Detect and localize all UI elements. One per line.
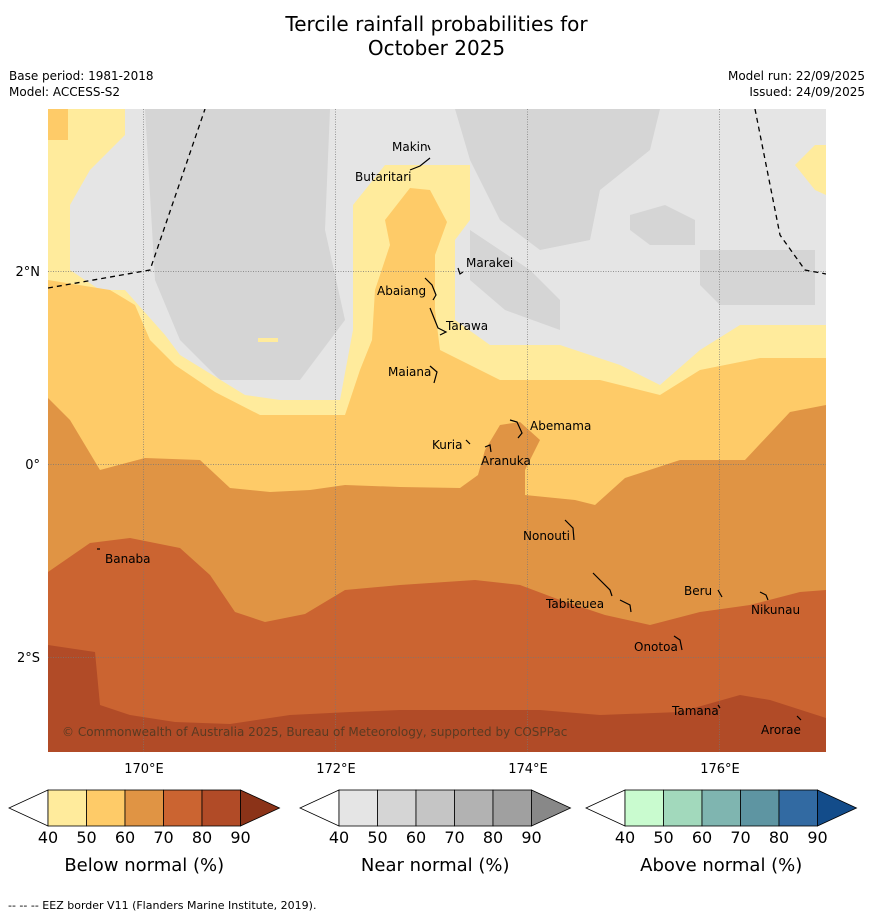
colorbar-tick-label: 60 <box>115 828 135 847</box>
below-normal-40-50-northeast <box>795 145 826 195</box>
axis-labels: 170°E 172°E 174°E 176°E 2°N 0° 2°S <box>16 265 740 777</box>
colorbar-tick-label: 50 <box>653 828 673 847</box>
colorbar-tick-label: 70 <box>153 828 173 847</box>
place-label: Aranuka <box>481 454 531 468</box>
lat-tick-label: 0° <box>25 458 40 473</box>
map-area <box>48 109 826 752</box>
colorbar-segment <box>492 789 532 827</box>
meta-right: Model run: 22/09/2025 Issued: 24/09/2025 <box>728 68 865 100</box>
colorbar-under-triangle <box>299 789 340 827</box>
below-normal-80-90 <box>48 645 826 752</box>
below-normal-50-60-corner <box>48 109 68 140</box>
colorbar-over-triangle <box>817 789 858 827</box>
near-normal-60-zone-centre <box>470 230 560 330</box>
colorbar-3: 40 50 60 70 80 90 Above normal (%) <box>585 789 858 876</box>
colorbar-label: Near normal (%) <box>361 855 510 876</box>
colorbar-tick-label: 80 <box>769 828 789 847</box>
place-label: Abemama <box>530 419 591 433</box>
colorbar-segment <box>86 789 126 827</box>
place-label: Tarawa <box>445 319 488 333</box>
colorbar-segment <box>47 789 87 827</box>
colorbar-over-triangle <box>240 789 281 827</box>
place-label: Marakei <box>466 256 513 270</box>
colorbar-segment <box>163 789 203 827</box>
graticule <box>48 109 826 752</box>
lat-tick-label: 2°S <box>17 651 40 666</box>
colorbar-segment <box>415 789 455 827</box>
near-normal-60-zone-north <box>455 109 660 250</box>
colorbar-segment <box>778 789 818 827</box>
place-label: Makin <box>392 140 428 154</box>
colorbar-legends: 40 50 60 70 80 90 Below normal (%) 40 50 60 70 80 90… <box>8 789 858 876</box>
eez-footnote: -- -- -- EEZ border V11 (Flanders Marine… <box>8 899 317 912</box>
colorbar-tick-label: 50 <box>367 828 387 847</box>
meta-left: Base period: 1981-2018 Model: ACCESS-S2 <box>9 68 154 100</box>
colorbar-segment <box>201 789 241 827</box>
title-line-2: October 2025 <box>367 36 506 60</box>
colorbar-tick-label: 80 <box>192 828 212 847</box>
place-label: Kuria <box>432 438 463 452</box>
place-labels: Makin Butaritari Marakei Abaiang Tarawa … <box>105 140 801 737</box>
colorbar-segment <box>701 789 741 827</box>
lon-tick-label: 170°E <box>124 762 164 777</box>
base-period: Base period: 1981-2018 <box>9 69 154 83</box>
place-label: Maiana <box>388 365 431 379</box>
colorbar-1: 40 50 60 70 80 90 Below normal (%) <box>8 789 281 876</box>
colorbar-tick-label: 40 <box>38 828 58 847</box>
colorbar-2: 40 50 60 70 80 90 Near normal (%) <box>299 789 572 876</box>
colorbar-segment <box>624 789 664 827</box>
lon-tick-label: 174°E <box>508 762 548 777</box>
place-label: Onotoa <box>634 640 678 654</box>
place-label: Nonouti <box>523 529 570 543</box>
colorbar-label: Above normal (%) <box>640 855 802 876</box>
map-title: Tercile rainfall probabilities for Octob… <box>0 12 873 60</box>
place-label: Tamana <box>671 704 719 718</box>
copyright-notice: © Commonwealth of Australia 2025, Bureau… <box>62 725 567 739</box>
lat-tick-label: 2°N <box>16 265 41 280</box>
model-name: Model: ACCESS-S2 <box>9 85 121 99</box>
colorbar-tick-label: 90 <box>230 828 250 847</box>
place-label: Banaba <box>105 552 151 566</box>
place-label: Tabiteuea <box>545 597 604 611</box>
colorbar-segment <box>124 789 164 827</box>
colorbar-tick-label: 80 <box>483 828 503 847</box>
place-label: Butaritari <box>355 170 412 184</box>
colorbar-tick-label: 40 <box>329 828 349 847</box>
below-normal-70-80 <box>48 538 826 752</box>
colorbar-tick-label: 50 <box>76 828 96 847</box>
colorbar-segment <box>338 789 378 827</box>
place-label: Arorae <box>761 723 801 737</box>
colorbar-under-triangle <box>585 789 626 827</box>
place-label: Abaiang <box>377 284 426 298</box>
place-label: Nikunau <box>751 603 800 617</box>
near-normal-60-zone-small <box>630 205 695 245</box>
near-normal-60-zone-west <box>145 109 345 380</box>
colorbar-label: Below normal (%) <box>64 855 224 876</box>
colorbar-tick-label: 90 <box>807 828 827 847</box>
eez-border <box>48 109 826 289</box>
colorbar-tick-label: 70 <box>444 828 464 847</box>
colorbar-tick-label: 40 <box>615 828 635 847</box>
title-line-1: Tercile rainfall probabilities for <box>285 12 588 36</box>
model-run: Model run: 22/09/2025 <box>727 69 865 83</box>
colorbar-segment <box>454 789 494 827</box>
island-outlines <box>97 144 802 721</box>
colorbar-segment <box>663 789 703 827</box>
lon-tick-label: 172°E <box>316 762 356 777</box>
colorbar-tick-label: 70 <box>730 828 750 847</box>
colorbar-tick-label: 90 <box>521 828 541 847</box>
colorbar-segment <box>740 789 780 827</box>
issued-date: Issued: 24/09/2025 <box>749 85 865 99</box>
below-normal-40-50-small <box>258 338 278 342</box>
colorbar-tick-label: 60 <box>692 828 712 847</box>
lon-tick-label: 176°E <box>700 762 740 777</box>
place-label: Beru <box>684 584 712 598</box>
colorbar-over-triangle <box>531 789 572 827</box>
colorbar-tick-label: 60 <box>406 828 426 847</box>
near-normal-60-zone-east <box>700 250 815 305</box>
colorbar-under-triangle <box>8 789 49 827</box>
colorbar-segment <box>377 789 417 827</box>
